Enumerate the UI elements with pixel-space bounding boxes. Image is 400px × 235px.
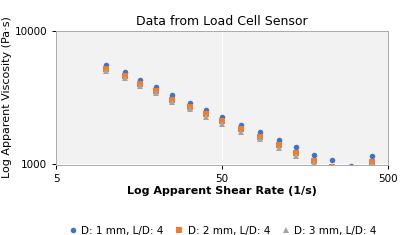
D: 1 mm, L/D: 4: (110, 1.52e+03): 1 mm, L/D: 4: (110, 1.52e+03) <box>276 139 281 141</box>
D: 3 mm, L/D: 4: (180, 1.02e+03): 3 mm, L/D: 4: (180, 1.02e+03) <box>312 162 317 165</box>
D: 1 mm, L/D: 4: (140, 1.34e+03): 1 mm, L/D: 4: (140, 1.34e+03) <box>294 146 299 149</box>
D: 3 mm, L/D: 4: (65, 1.75e+03): 3 mm, L/D: 4: (65, 1.75e+03) <box>238 130 243 133</box>
D: 3 mm, L/D: 4: (25, 2.95e+03): 3 mm, L/D: 4: (25, 2.95e+03) <box>170 100 174 103</box>
D: 2 mm, L/D: 4: (25, 3.05e+03): 2 mm, L/D: 4: (25, 3.05e+03) <box>170 98 174 101</box>
D: 2 mm, L/D: 4: (180, 1.07e+03): 2 mm, L/D: 4: (180, 1.07e+03) <box>312 159 317 162</box>
D: 3 mm, L/D: 4: (13, 4.4e+03): 3 mm, L/D: 4: (13, 4.4e+03) <box>122 77 127 80</box>
D: 1 mm, L/D: 4: (180, 1.18e+03): 1 mm, L/D: 4: (180, 1.18e+03) <box>312 153 317 156</box>
D: 1 mm, L/D: 4: (230, 1.08e+03): 1 mm, L/D: 4: (230, 1.08e+03) <box>330 159 334 161</box>
D: 1 mm, L/D: 4: (20, 3.8e+03): 1 mm, L/D: 4: (20, 3.8e+03) <box>154 86 158 88</box>
Legend: D: 1 mm, L/D: 4, D: 2 mm, L/D: 4, D: 3 mm, L/D: 4: D: 1 mm, L/D: 4, D: 2 mm, L/D: 4, D: 3 m… <box>68 226 376 235</box>
D: 2 mm, L/D: 4: (10, 5.2e+03): 2 mm, L/D: 4: (10, 5.2e+03) <box>104 67 108 70</box>
D: 3 mm, L/D: 4: (140, 1.16e+03): 3 mm, L/D: 4: (140, 1.16e+03) <box>294 154 299 157</box>
D: 1 mm, L/D: 4: (25, 3.3e+03): 1 mm, L/D: 4: (25, 3.3e+03) <box>170 94 174 96</box>
D: 2 mm, L/D: 4: (20, 3.55e+03): 2 mm, L/D: 4: (20, 3.55e+03) <box>154 89 158 92</box>
D: 1 mm, L/D: 4: (40, 2.55e+03): 1 mm, L/D: 4: (40, 2.55e+03) <box>204 109 208 111</box>
D: 1 mm, L/D: 4: (10, 5.5e+03): 1 mm, L/D: 4: (10, 5.5e+03) <box>104 64 108 67</box>
Line: D: 3 mm, L/D: 4: D: 3 mm, L/D: 4 <box>103 68 375 179</box>
D: 2 mm, L/D: 4: (40, 2.38e+03): 2 mm, L/D: 4: (40, 2.38e+03) <box>204 113 208 115</box>
D: 2 mm, L/D: 4: (13, 4.6e+03): 2 mm, L/D: 4: (13, 4.6e+03) <box>122 74 127 77</box>
D: 3 mm, L/D: 4: (85, 1.54e+03): 3 mm, L/D: 4: (85, 1.54e+03) <box>258 138 263 141</box>
D: 2 mm, L/D: 4: (230, 960): 2 mm, L/D: 4: (230, 960) <box>330 165 334 168</box>
D: 2 mm, L/D: 4: (32, 2.7e+03): 2 mm, L/D: 4: (32, 2.7e+03) <box>188 105 192 108</box>
D: 1 mm, L/D: 4: (13, 4.9e+03): 1 mm, L/D: 4: (13, 4.9e+03) <box>122 71 127 74</box>
D: 2 mm, L/D: 4: (400, 1.05e+03): 2 mm, L/D: 4: (400, 1.05e+03) <box>370 160 374 163</box>
D: 1 mm, L/D: 4: (300, 970): 1 mm, L/D: 4: (300, 970) <box>349 165 354 168</box>
Title: Data from Load Cell Sensor: Data from Load Cell Sensor <box>136 15 308 28</box>
D: 2 mm, L/D: 4: (85, 1.61e+03): 2 mm, L/D: 4: (85, 1.61e+03) <box>258 135 263 138</box>
Line: D: 1 mm, L/D: 4: D: 1 mm, L/D: 4 <box>103 63 375 169</box>
D: 2 mm, L/D: 4: (140, 1.22e+03): 2 mm, L/D: 4: (140, 1.22e+03) <box>294 152 299 154</box>
D: 3 mm, L/D: 4: (10, 5e+03): 3 mm, L/D: 4: (10, 5e+03) <box>104 70 108 72</box>
Y-axis label: Log Apparent Viscosity (Pa·s): Log Apparent Viscosity (Pa·s) <box>2 17 12 178</box>
D: 2 mm, L/D: 4: (300, 870): 2 mm, L/D: 4: (300, 870) <box>349 171 354 174</box>
D: 1 mm, L/D: 4: (400, 1.15e+03): 1 mm, L/D: 4: (400, 1.15e+03) <box>370 155 374 158</box>
X-axis label: Log Apparent Shear Rate (1/s): Log Apparent Shear Rate (1/s) <box>127 186 317 196</box>
D: 1 mm, L/D: 4: (50, 2.25e+03): 1 mm, L/D: 4: (50, 2.25e+03) <box>220 116 224 119</box>
D: 2 mm, L/D: 4: (65, 1.83e+03): 2 mm, L/D: 4: (65, 1.83e+03) <box>238 128 243 131</box>
D: 3 mm, L/D: 4: (20, 3.4e+03): 3 mm, L/D: 4: (20, 3.4e+03) <box>154 92 158 95</box>
Line: D: 2 mm, L/D: 4: D: 2 mm, L/D: 4 <box>103 66 375 175</box>
D: 2 mm, L/D: 4: (16, 4e+03): 2 mm, L/D: 4: (16, 4e+03) <box>138 82 142 85</box>
D: 3 mm, L/D: 4: (230, 910): 3 mm, L/D: 4: (230, 910) <box>330 168 334 171</box>
D: 1 mm, L/D: 4: (32, 2.9e+03): 1 mm, L/D: 4: (32, 2.9e+03) <box>188 101 192 104</box>
D: 3 mm, L/D: 4: (40, 2.28e+03): 3 mm, L/D: 4: (40, 2.28e+03) <box>204 115 208 118</box>
D: 2 mm, L/D: 4: (110, 1.39e+03): 2 mm, L/D: 4: (110, 1.39e+03) <box>276 144 281 147</box>
D: 3 mm, L/D: 4: (110, 1.33e+03): 3 mm, L/D: 4: (110, 1.33e+03) <box>276 146 281 149</box>
D: 1 mm, L/D: 4: (16, 4.3e+03): 1 mm, L/D: 4: (16, 4.3e+03) <box>138 78 142 81</box>
D: 2 mm, L/D: 4: (50, 2.1e+03): 2 mm, L/D: 4: (50, 2.1e+03) <box>220 120 224 123</box>
D: 3 mm, L/D: 4: (300, 820): 3 mm, L/D: 4: (300, 820) <box>349 175 354 177</box>
D: 3 mm, L/D: 4: (16, 3.85e+03): 3 mm, L/D: 4: (16, 3.85e+03) <box>138 85 142 87</box>
D: 1 mm, L/D: 4: (85, 1.75e+03): 1 mm, L/D: 4: (85, 1.75e+03) <box>258 130 263 133</box>
D: 3 mm, L/D: 4: (32, 2.6e+03): 3 mm, L/D: 4: (32, 2.6e+03) <box>188 107 192 110</box>
D: 1 mm, L/D: 4: (65, 1.98e+03): 1 mm, L/D: 4: (65, 1.98e+03) <box>238 123 243 126</box>
D: 3 mm, L/D: 4: (400, 1e+03): 3 mm, L/D: 4: (400, 1e+03) <box>370 163 374 166</box>
D: 3 mm, L/D: 4: (50, 2e+03): 3 mm, L/D: 4: (50, 2e+03) <box>220 123 224 125</box>
